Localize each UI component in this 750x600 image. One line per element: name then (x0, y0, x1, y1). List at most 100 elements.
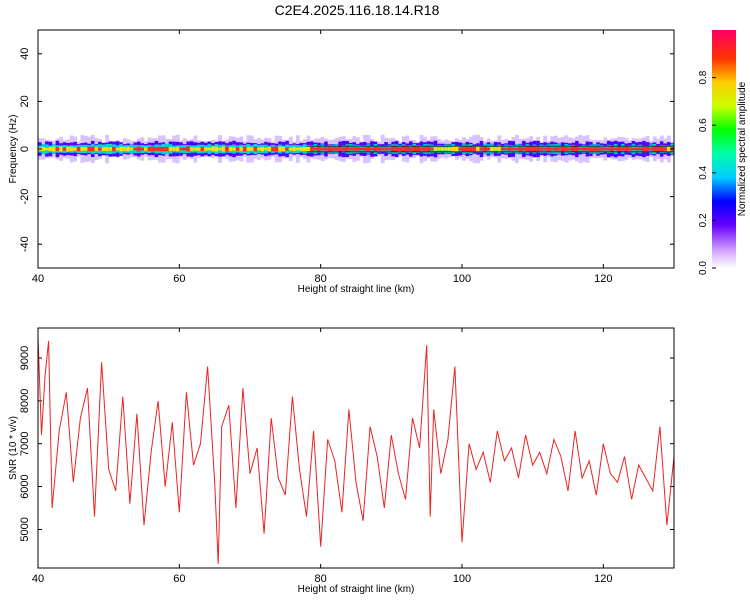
spectrogram-core-cell (271, 146, 276, 152)
spectrogram-core-cell (129, 147, 134, 151)
spectrogram-core-cell (73, 147, 78, 151)
spectrogram-core-cell (207, 147, 212, 151)
snr-axes: 40 60 80 100 120 5000 6000 7000 8000 9000 (19, 328, 674, 585)
spectrogram-core-cell (493, 147, 498, 151)
snr-x-tick-label: 60 (173, 573, 185, 585)
spectrogram-core-cell (147, 147, 152, 151)
spectrogram-core-cell (606, 147, 611, 151)
spectrogram-core-cell (603, 147, 608, 151)
spectrogram-y-tick-label: 20 (19, 95, 31, 107)
spectrogram-core-cell (334, 147, 339, 151)
spectrogram-core-cell (409, 147, 413, 151)
spectrogram-x-tick-label: 80 (315, 273, 327, 285)
spectrogram-core-cell (105, 146, 109, 152)
spectrogram-core-cell (451, 146, 456, 152)
figure-title: C2E4.2025.116.18.14.R18 (275, 2, 440, 18)
spectrogram-core-cell (62, 147, 67, 151)
spectrogram-core-cell (560, 146, 565, 152)
spectrogram-core-cell (126, 146, 131, 152)
spectrogram-core-cell (218, 147, 223, 151)
spectrogram-core-cell (151, 146, 155, 152)
spectrogram-core-cell (161, 146, 166, 152)
snr-x-tick-label: 100 (453, 573, 471, 585)
snr-y-tick-label: 8000 (19, 389, 31, 413)
spectrogram-core-cell (303, 147, 307, 151)
spectrogram-core-cell (515, 147, 519, 151)
spectrogram-core-cell (154, 147, 159, 151)
spectrogram-y-tick-label: 0 (19, 146, 31, 152)
spectrogram-core-cell (136, 146, 141, 152)
spectrogram-core-cell (486, 147, 491, 151)
spectrogram-core-cell (317, 146, 321, 152)
spectrogram-core-cell (596, 147, 601, 151)
spectrogram-core-cell (557, 147, 562, 151)
spectrogram-core-cell (525, 146, 530, 152)
spectrogram-core-cell (299, 147, 304, 151)
spectrogram-core-cell (666, 146, 671, 152)
spectrogram-core-cell (462, 146, 466, 152)
spectrogram-core-cell (384, 147, 389, 151)
spectrogram-core-cell (119, 146, 124, 152)
spectrogram-core-cell (189, 147, 194, 151)
spectrogram-y-axis-label: Frequency (Hz) (8, 115, 19, 184)
spectrogram-core-cell (214, 146, 219, 152)
spectrogram-core-cell (246, 147, 251, 151)
spectrogram-core-cell (285, 147, 290, 151)
spectrogram-core-cell (642, 146, 647, 152)
spectrogram-core-cell (649, 147, 654, 151)
spectrogram-core-cell (274, 146, 279, 152)
spectrogram-core-cell (101, 147, 106, 151)
spectrogram-y-tick-label: -40 (19, 236, 31, 252)
spectrogram-core-cell (140, 147, 145, 151)
spectrogram-core-cell (416, 146, 420, 152)
spectrogram-core-cell (575, 146, 579, 152)
spectrogram-core-cell (536, 146, 541, 152)
spectrogram-core-cell (440, 147, 445, 151)
spectrogram-core-cell (264, 147, 268, 151)
spectrogram-core-cell (624, 146, 629, 152)
spectrogram-core-cell (168, 147, 173, 151)
snr-y-tick-label: 5000 (19, 517, 31, 541)
colorbar-tick-label: 0.0 (698, 261, 709, 275)
spectrogram-core-cell (292, 147, 297, 151)
spectrogram-core-cell (288, 147, 293, 151)
spectrogram-core-cell (112, 146, 117, 152)
spectrogram-core-cell (518, 146, 523, 152)
spectrogram-core-cell (211, 146, 215, 152)
spectrogram-core-cell (278, 146, 283, 152)
snr-x-tick-label: 40 (32, 573, 44, 585)
spectrogram-core-cell (553, 147, 558, 151)
spectrogram-core-cell (45, 147, 49, 151)
spectrogram-core-cell (628, 147, 632, 151)
spectrogram-core-cell (550, 147, 555, 151)
spectrogram-core-cell (659, 146, 664, 152)
spectrogram-core-cell (239, 146, 244, 152)
spectrogram-core-cell (458, 147, 463, 151)
spectrogram-core-cell (235, 147, 240, 151)
colorbar-ticks: 0.0 0.2 0.4 0.6 0.8 (698, 70, 716, 275)
spectrogram-core-cell (310, 146, 314, 152)
spectrogram-core-cell (447, 147, 452, 151)
spectrogram-x-tick-label: 40 (32, 273, 44, 285)
spectrogram-core-cell (59, 146, 64, 152)
spectrogram-core-cell (182, 147, 187, 151)
snr-x-tick-label: 80 (315, 573, 327, 585)
spectrogram-core-cell (76, 146, 81, 152)
spectrogram-core-cell (444, 147, 449, 151)
spectrogram-core-cell (529, 146, 533, 152)
spectrogram-core-cell (52, 146, 56, 152)
spectrogram-core-cell (87, 146, 92, 152)
spectrogram-core-cell (172, 147, 177, 151)
spectrogram-core-cell (281, 146, 286, 152)
spectrogram-core-cell (345, 146, 350, 152)
spectrogram-core-cell (257, 147, 261, 151)
spectrogram-core-cell (348, 147, 353, 151)
spectrogram-core-cell (363, 147, 367, 151)
spectrogram-core-cell (522, 147, 526, 151)
spectrogram-core-cell (571, 146, 576, 152)
spectrogram-core-cell (543, 147, 548, 151)
spectrogram-core-cell (582, 147, 586, 151)
colorbar-tick-label: 0.6 (698, 118, 709, 132)
colorbar-tick-label: 0.8 (698, 70, 709, 84)
spectrogram-core-cell (331, 147, 336, 151)
